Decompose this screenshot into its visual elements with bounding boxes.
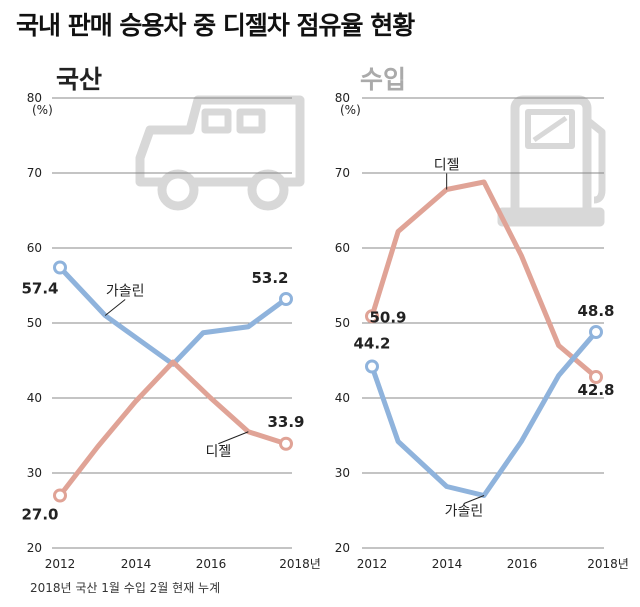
data-point-end-gasoline [589, 325, 603, 339]
y-axis-unit: (%) [340, 103, 361, 117]
x-tick-label: 2018년 [587, 557, 629, 571]
data-label-start-gasoline: 57.4 [21, 280, 58, 298]
x-tick-label: 2012 [45, 557, 76, 571]
data-label-end-gasoline: 48.8 [577, 302, 614, 320]
y-tick-label: 80 [335, 91, 350, 105]
fuel-pump-icon [497, 95, 606, 227]
series-label-diesel: 디젤 [434, 158, 460, 174]
panel-title-import: 수입 [360, 65, 407, 94]
panel-title-domestic: 국산 [56, 65, 103, 94]
y-tick-label: 50 [27, 316, 42, 330]
y-tick-label: 40 [335, 391, 350, 405]
chart-title: 국내 판매 승용차 중 디젤차 점유율 현황 [16, 11, 415, 40]
data-point-start-diesel [53, 488, 67, 503]
footnote: 2018년 국산 1월 수입 2월 현재 누계 [30, 581, 221, 595]
data-point-start-gasoline [53, 260, 67, 275]
data-label-end-diesel: 33.9 [267, 413, 304, 431]
data-point-end-gasoline [279, 292, 293, 306]
series-label-leader [104, 299, 126, 316]
data-point-start-diesel [365, 309, 379, 324]
series-label-gasoline: 가솔린 [445, 504, 484, 520]
data-point-start-gasoline [365, 359, 379, 374]
y-tick-label: 30 [27, 466, 42, 480]
series-line-gasoline [57, 265, 289, 367]
y-tick-label: 40 [27, 391, 42, 405]
data-label-start-diesel: 27.0 [21, 506, 58, 524]
series-label-leader [218, 431, 249, 445]
data-label-start-gasoline: 44.2 [353, 335, 390, 353]
y-tick-label: 20 [27, 541, 42, 555]
data-point-end-diesel [589, 370, 603, 384]
series-line-diesel [57, 359, 289, 498]
x-tick-label: 2012 [357, 557, 388, 571]
data-point-end-diesel [279, 436, 293, 451]
data-label-end-diesel: 42.8 [577, 381, 614, 399]
x-tick-label: 2018년 [279, 557, 321, 571]
x-tick-label: 2014 [121, 557, 152, 571]
series-label-leader [463, 495, 485, 504]
series-line-gasoline [369, 329, 599, 498]
x-tick-label: 2016 [507, 557, 538, 571]
data-label-start-diesel: 50.9 [369, 308, 406, 326]
y-tick-label: 60 [335, 241, 350, 255]
y-tick-label: 50 [335, 316, 350, 330]
y-tick-label: 70 [27, 166, 42, 180]
y-tick-label: 80 [27, 91, 42, 105]
car-icon [135, 95, 305, 211]
y-tick-label: 70 [335, 166, 350, 180]
y-tick-label: 20 [335, 541, 350, 555]
x-tick-label: 2016 [196, 557, 227, 571]
y-tick-label: 30 [335, 466, 350, 480]
data-label-end-gasoline: 53.2 [251, 269, 288, 287]
series-line-diesel [369, 179, 599, 380]
y-axis-unit: (%) [32, 103, 53, 117]
series-label-gasoline: 가솔린 [106, 284, 145, 300]
series-label-diesel: 디젤 [205, 444, 231, 460]
x-tick-label: 2014 [432, 557, 463, 571]
y-tick-label: 60 [27, 241, 42, 255]
